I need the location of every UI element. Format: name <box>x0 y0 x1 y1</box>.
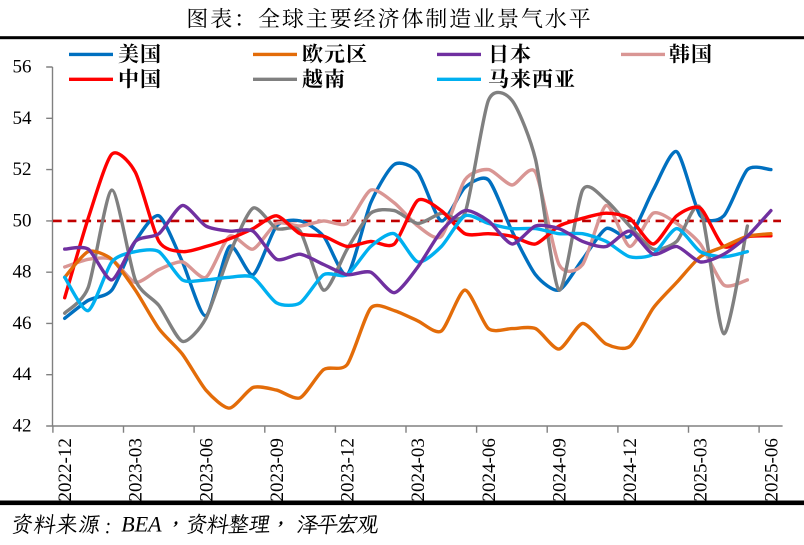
svg-text:2023-03: 2023-03 <box>126 438 147 501</box>
svg-text:42: 42 <box>13 416 32 437</box>
svg-text:2025-06: 2025-06 <box>761 438 782 501</box>
svg-text:50: 50 <box>13 210 32 231</box>
svg-text:54: 54 <box>13 108 33 129</box>
svg-text:44: 44 <box>13 364 33 385</box>
svg-text:2025-03: 2025-03 <box>691 438 712 501</box>
svg-text:2024-03: 2024-03 <box>408 438 429 501</box>
svg-text:2024-06: 2024-06 <box>479 438 500 501</box>
svg-text:56: 56 <box>13 57 32 78</box>
svg-text:52: 52 <box>13 159 32 180</box>
svg-text:2023-12: 2023-12 <box>338 438 359 501</box>
svg-text:2023-06: 2023-06 <box>196 438 217 501</box>
svg-text:2022-12: 2022-12 <box>55 438 76 501</box>
svg-text:46: 46 <box>13 313 32 334</box>
svg-text:2024-09: 2024-09 <box>549 438 570 501</box>
svg-text:2023-09: 2023-09 <box>267 438 288 501</box>
svg-text:48: 48 <box>13 262 32 283</box>
svg-text:BEA: BEA <box>121 512 162 537</box>
svg-text:2024-12: 2024-12 <box>620 438 641 501</box>
